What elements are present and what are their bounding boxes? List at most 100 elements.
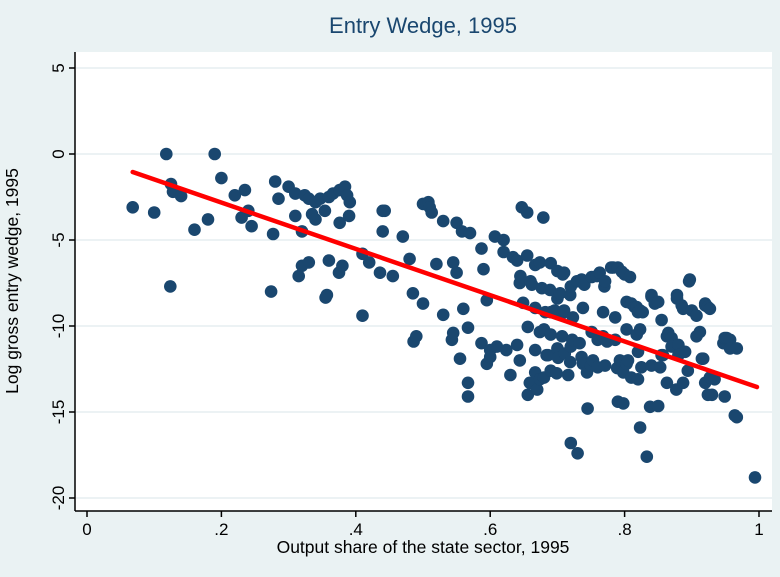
data-point <box>705 388 719 402</box>
data-point <box>188 223 201 236</box>
x-tick-label: .6 <box>483 520 497 539</box>
data-point <box>635 361 648 374</box>
data-point <box>126 201 139 214</box>
x-tick-label: 0 <box>82 520 91 539</box>
data-point <box>651 295 665 309</box>
data-point <box>245 219 258 233</box>
data-point <box>514 269 527 283</box>
data-point <box>541 348 555 362</box>
y-axis-title: Log gross entry wedge, 1995 <box>2 168 22 394</box>
x-tick-label: .4 <box>349 520 363 539</box>
data-point <box>748 471 762 484</box>
fit-line <box>130 169 760 390</box>
y-tick-label: -20 <box>49 486 68 511</box>
data-point <box>436 308 450 322</box>
data-point <box>561 368 575 382</box>
data-point <box>544 328 557 341</box>
data-point <box>504 368 517 382</box>
x-axis-title: Output share of the state sector, 1995 <box>277 537 570 557</box>
data-point <box>302 256 316 269</box>
y-tick-label: -15 <box>49 400 68 425</box>
data-point <box>386 269 400 283</box>
data-point <box>633 323 647 336</box>
data-point <box>208 147 221 161</box>
data-point <box>342 209 356 223</box>
data-point <box>631 373 645 386</box>
data-point <box>653 361 667 374</box>
data-point <box>289 209 302 223</box>
data-point <box>660 376 674 390</box>
data-point <box>681 364 695 378</box>
data-point <box>525 278 539 292</box>
data-point <box>555 330 569 343</box>
data-point <box>633 421 647 434</box>
data-point <box>521 388 535 402</box>
data-point <box>362 256 376 269</box>
data-point <box>730 342 744 355</box>
data-point <box>160 147 173 161</box>
data-point <box>690 309 703 323</box>
data-point <box>336 259 349 273</box>
data-point <box>500 343 513 357</box>
data-point <box>550 367 563 380</box>
data-point <box>513 354 527 367</box>
data-point <box>309 213 322 226</box>
data-point <box>461 321 475 335</box>
data-point <box>708 373 721 386</box>
data-point <box>453 352 467 366</box>
data-point <box>573 336 586 350</box>
data-point <box>528 343 542 357</box>
data-point <box>446 256 460 269</box>
data-point <box>483 350 497 364</box>
data-point <box>553 287 567 300</box>
data-point <box>201 213 215 226</box>
data-point <box>576 301 590 315</box>
data-point <box>651 399 665 413</box>
data-point <box>228 189 242 202</box>
data-point <box>272 192 285 205</box>
data-point <box>356 309 369 323</box>
data-point <box>289 187 302 200</box>
data-point <box>693 325 707 339</box>
data-point <box>322 254 336 267</box>
data-point <box>718 390 731 403</box>
data-point <box>678 345 692 359</box>
data-point <box>450 266 463 280</box>
plot-area <box>75 52 772 511</box>
data-point <box>174 189 188 203</box>
data-point <box>497 245 510 259</box>
data-point <box>406 287 420 300</box>
data-point <box>620 323 633 336</box>
data-point <box>543 283 557 297</box>
data-point <box>333 216 347 230</box>
data-point <box>640 450 654 464</box>
x-tick-label: .8 <box>618 520 632 539</box>
data-point <box>537 211 550 224</box>
data-point <box>636 305 649 319</box>
data-point <box>623 270 637 284</box>
data-point <box>373 266 387 280</box>
data-point <box>598 359 612 372</box>
data-point <box>318 204 332 218</box>
data-point <box>477 262 490 276</box>
data-point <box>608 311 622 324</box>
data-point <box>571 447 584 460</box>
data-point <box>581 402 594 415</box>
data-point <box>292 269 306 283</box>
data-point <box>457 302 470 316</box>
gridlines <box>76 67 772 499</box>
data-point <box>461 376 475 390</box>
data-point <box>510 254 524 267</box>
data-point <box>557 266 571 280</box>
data-point <box>520 249 534 262</box>
x-tick-label: .2 <box>214 520 228 539</box>
data-point <box>320 288 334 302</box>
data-point <box>147 206 161 219</box>
data-point <box>264 285 278 298</box>
chart-title: Entry Wedge, 1995 <box>329 13 517 38</box>
data-point <box>530 383 544 396</box>
data-point <box>266 227 280 241</box>
data-point <box>403 252 416 266</box>
